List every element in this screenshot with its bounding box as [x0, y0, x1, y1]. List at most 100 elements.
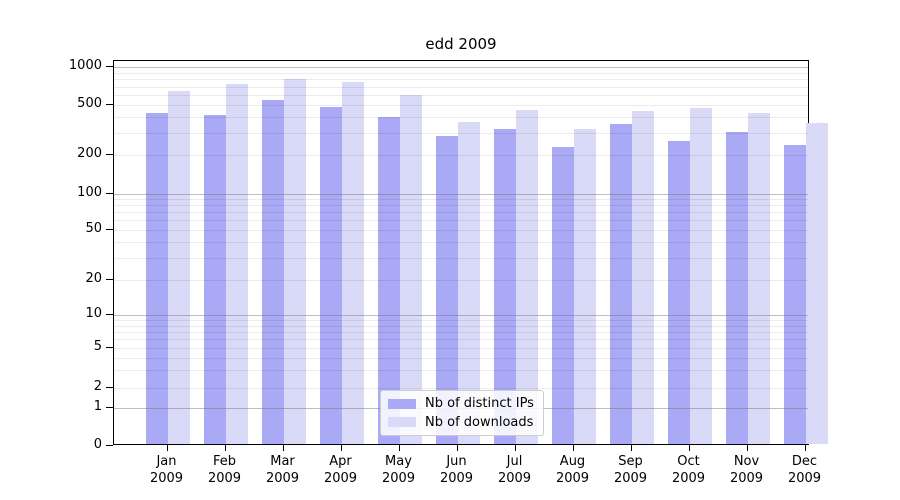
minor-gridline [114, 95, 808, 96]
minor-gridline [114, 220, 808, 222]
legend: Nb of distinct IPs Nb of downloads [380, 390, 544, 436]
y-tick-mark [106, 407, 113, 409]
y-tick-mark [106, 229, 113, 230]
minor-gridline [114, 357, 808, 359]
x-tick-label-jan: Jan 2009 [149, 454, 184, 486]
y-tick-mark [106, 445, 113, 446]
minor-gridline [114, 230, 808, 231]
bar-downloads-feb [225, 83, 248, 444]
legend-label-downloads: Nb of downloads [425, 414, 534, 430]
y-tick-mark [106, 104, 113, 105]
legend-swatch-downloads [388, 417, 416, 428]
minor-gridline [114, 79, 808, 81]
minor-gridline [114, 117, 808, 119]
y-tick-label: 10 [85, 306, 102, 321]
minor-gridline [114, 86, 808, 88]
legend-item-distinct-ips: Nb of distinct IPs [388, 396, 536, 411]
y-tick-mark [106, 192, 113, 194]
bar-distinct-ips-feb [203, 114, 226, 444]
minor-gridline [114, 325, 808, 327]
bar-distinct-ips-sep [609, 124, 632, 444]
bar-downloads-mar [283, 79, 306, 444]
minor-gridline [114, 155, 808, 156]
y-tick-label: 1000 [68, 58, 102, 73]
y-tick-mark [106, 347, 113, 348]
y-tick-mark [106, 66, 113, 67]
minor-gridline [114, 279, 808, 281]
x-tick-mark [514, 445, 516, 451]
minor-gridline [114, 105, 808, 106]
x-tick-label-mar: Mar 2009 [265, 454, 300, 486]
x-tick-label-nov: Nov 2009 [729, 454, 764, 486]
bar-distinct-ips-mar [261, 99, 284, 444]
bar-downloads-oct [689, 108, 712, 444]
y-tick-label: 50 [85, 221, 102, 236]
y-tick-mark [106, 154, 113, 155]
legend-swatch-distinct-ips [388, 398, 416, 409]
x-tick-label-apr: Apr 2009 [323, 454, 358, 486]
x-tick-label-may: May 2009 [381, 454, 416, 486]
minor-gridline [114, 72, 808, 74]
minor-gridline [114, 339, 808, 341]
bar-distinct-ips-jun [435, 135, 458, 444]
minor-gridline [114, 320, 808, 322]
y-tick-mark [106, 278, 113, 280]
y-tick-label: 200 [77, 146, 102, 161]
bar-distinct-ips-nov [725, 131, 748, 444]
plot-area [113, 60, 828, 445]
minor-gridline [114, 348, 808, 349]
bar-distinct-ips-dec [783, 145, 806, 444]
minor-gridline [114, 132, 808, 134]
y-tick-mark [106, 314, 113, 315]
x-tick-mark [340, 445, 342, 451]
x-tick-mark [282, 445, 284, 451]
y-tick-label: 100 [77, 184, 102, 200]
x-tick-mark [166, 445, 168, 451]
x-tick-mark [746, 445, 748, 451]
x-tick-mark [688, 445, 690, 451]
minor-gridline [114, 257, 808, 259]
bar-downloads-apr [341, 82, 364, 444]
bar-distinct-ips-oct [667, 140, 690, 444]
bar-downloads-sep [631, 111, 654, 444]
bar-distinct-ips-aug [551, 147, 574, 444]
x-tick-mark [456, 445, 458, 451]
minor-gridline [114, 331, 808, 333]
bar-distinct-ips-jul [493, 128, 516, 444]
bar-downloads-jun [457, 122, 480, 444]
minor-gridline [114, 212, 808, 214]
y-tick-label: 500 [77, 96, 102, 111]
x-tick-label-jul: Jul 2009 [497, 454, 532, 486]
x-tick-label-dec: Dec 2009 [787, 454, 822, 486]
minor-gridline [114, 370, 808, 372]
x-tick-label-sep: Sep 2009 [613, 454, 648, 486]
x-tick-mark [630, 445, 632, 451]
y-tick-mark [106, 387, 113, 388]
chart-title: edd 2009 [425, 35, 497, 53]
bar-downloads-aug [573, 129, 596, 444]
x-tick-mark [572, 445, 574, 451]
y-tick-label: 5 [93, 339, 102, 354]
x-tick-mark [804, 445, 806, 451]
bar-downloads-nov [747, 112, 770, 444]
y-tick-label: 1 [93, 399, 102, 415]
x-tick-mark [224, 445, 226, 451]
major-gridline [114, 193, 808, 195]
y-tick-label: 2 [93, 379, 102, 394]
bar-downloads-dec [805, 122, 828, 444]
bar-downloads-jul [515, 110, 538, 444]
bar-downloads-may [399, 95, 422, 444]
x-tick-label-jun: Jun 2009 [439, 454, 474, 486]
major-gridline [114, 67, 808, 68]
bar-distinct-ips-may [377, 117, 400, 444]
minor-gridline [114, 199, 808, 201]
minor-gridline [114, 242, 808, 244]
legend-label-distinct-ips: Nb of distinct IPs [425, 396, 534, 412]
minor-gridline [114, 388, 808, 389]
x-tick-label-aug: Aug 2009 [555, 454, 590, 486]
x-tick-label-oct: Oct 2009 [671, 454, 706, 486]
bar-downloads-jan [167, 91, 190, 444]
legend-item-downloads: Nb of downloads [388, 415, 536, 430]
bar-distinct-ips-apr [319, 106, 342, 444]
